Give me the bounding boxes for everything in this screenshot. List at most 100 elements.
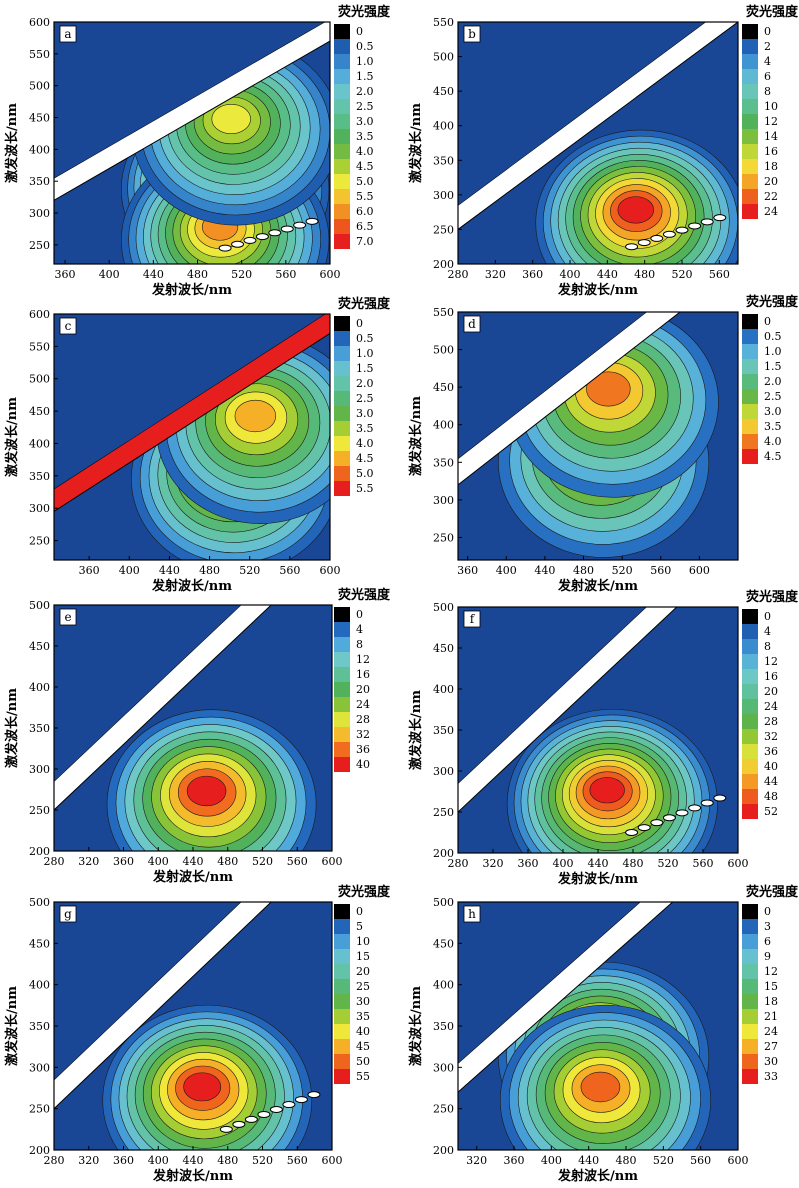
x-axis-label: 发射波长/nm	[151, 282, 232, 298]
colorbar-label: 12	[764, 655, 778, 668]
x-tick-label: 520	[252, 1154, 273, 1167]
y-tick-label: 500	[433, 601, 454, 614]
colorbar-label: 52	[764, 805, 778, 818]
colorbar-swatch	[742, 374, 758, 389]
y-tick-label: 600	[29, 16, 50, 29]
colorbar-label: 4.5	[356, 160, 374, 173]
second-order-scatter	[637, 824, 651, 832]
colorbar-swatch	[334, 994, 350, 1009]
x-tick-label: 520	[653, 1154, 674, 1167]
upper-region	[54, 314, 325, 489]
x-tick-label: 320	[485, 268, 506, 281]
x-tick-label: 320	[78, 855, 99, 868]
panel-label-box	[463, 905, 481, 923]
colorbar-swatch	[334, 174, 350, 189]
colorbar-swatch	[334, 189, 350, 204]
second-order-scatter	[625, 243, 639, 251]
y-axis-label: 激发波长/nm	[408, 690, 424, 770]
x-tick-label: 320	[78, 1154, 99, 1167]
x-tick-label: 440	[183, 1154, 204, 1167]
panel-label: b	[468, 27, 476, 41]
upper-region	[458, 902, 640, 1064]
colorbar-swatch	[742, 344, 758, 359]
x-tick-label: 560	[287, 855, 308, 868]
y-tick-label: 250	[433, 531, 454, 544]
colorbar-label: 16	[764, 145, 778, 158]
x-tick-label: 440	[597, 268, 618, 281]
colorbar-label: 2.0	[356, 85, 374, 98]
colorbar-swatch	[334, 1054, 350, 1069]
colorbar-label: 3.0	[764, 405, 782, 418]
x-tick-label: 520	[231, 268, 252, 281]
colorbar-swatch	[334, 331, 350, 346]
colorbar-swatch	[334, 421, 350, 436]
colorbar-swatch	[334, 979, 350, 994]
second-order-scatter	[713, 214, 727, 222]
y-tick-label: 200	[433, 847, 454, 860]
y-tick-label: 400	[433, 120, 454, 133]
y-tick-label: 200	[29, 1144, 50, 1157]
colorbar-swatch	[334, 99, 350, 114]
x-tick-label: 560	[275, 268, 296, 281]
y-tick-label: 300	[29, 207, 50, 220]
colorbar-swatch	[742, 69, 758, 84]
colorbar-swatch	[742, 404, 758, 419]
colorbar-label: 0	[764, 25, 771, 38]
colorbar-swatch	[742, 729, 758, 744]
upper-region	[458, 22, 706, 206]
y-tick-label: 400	[29, 437, 50, 450]
colorbar-swatch	[334, 727, 350, 742]
colorbar-label: 8	[764, 640, 771, 653]
colorbar-label: 3	[764, 920, 771, 933]
upper-region	[54, 22, 325, 179]
colorbar-swatch	[334, 376, 350, 391]
x-tick-label: 520	[239, 564, 260, 577]
x-axis-label: 发射波长/nm	[152, 869, 233, 885]
colorbar-label: 0.5	[356, 40, 374, 53]
x-axis-label: 发射波长/nm	[151, 578, 232, 594]
colorbar-label: 33	[764, 1070, 778, 1083]
colorbar-label: 4	[764, 625, 771, 638]
colorbar-swatch	[334, 219, 350, 234]
panel-label: a	[64, 27, 71, 41]
y-tick-label: 350	[433, 724, 454, 737]
colorbar-label: 20	[764, 685, 778, 698]
x-tick-label: 560	[690, 1154, 711, 1167]
colorbar-label: 6.0	[356, 205, 374, 218]
y-tick-label: 500	[29, 80, 50, 93]
y-tick-label: 200	[433, 1144, 454, 1157]
upper-region	[54, 902, 241, 1080]
x-tick-label: 560	[693, 857, 714, 870]
colorbar-label: 3.5	[356, 130, 374, 143]
colorbar-label: 35	[356, 1010, 370, 1023]
colorbar-swatch	[334, 1024, 350, 1039]
colorbar-label: 4.0	[356, 437, 374, 450]
contour-level-10	[211, 103, 251, 134]
colorbar-swatch	[334, 436, 350, 451]
panel-label: g	[64, 907, 72, 921]
colorbar-label: 3.0	[356, 407, 374, 420]
panel-label: f	[470, 612, 476, 626]
colorbar-label: 20	[356, 683, 370, 696]
y-tick-label: 300	[433, 765, 454, 778]
colorbar-label: 0	[356, 905, 363, 918]
colorbar-swatch	[742, 99, 758, 114]
colorbar-swatch	[742, 24, 758, 39]
x-tick-label: 440	[588, 857, 609, 870]
x-tick-label: 400	[496, 564, 517, 577]
contour-level-8	[586, 371, 631, 407]
colorbar-label: 24	[764, 205, 778, 218]
rayleigh-band	[458, 607, 678, 813]
y-tick-label: 500	[29, 599, 50, 612]
x-tick-label: 480	[199, 564, 220, 577]
colorbar-swatch	[334, 234, 350, 249]
second-order-scatter	[688, 222, 702, 230]
panel-label: e	[64, 610, 71, 624]
colorbar-swatch	[334, 204, 350, 219]
panel-d: d 360 400 440 480 520 560 600 250 300 350 400 450 500…	[408, 294, 799, 594]
colorbar-swatch	[334, 406, 350, 421]
colorbar-label: 28	[764, 715, 778, 728]
y-tick-label: 500	[433, 344, 454, 357]
colorbar-swatch	[742, 54, 758, 69]
colorbar-label: 40	[356, 1025, 370, 1038]
